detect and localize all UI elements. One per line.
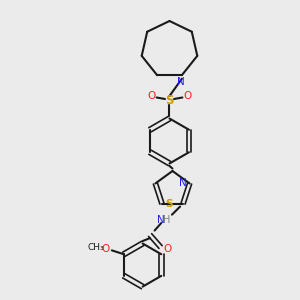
Text: O: O	[183, 91, 192, 101]
Text: S: S	[165, 199, 172, 209]
Text: N: N	[157, 215, 165, 225]
Text: O: O	[164, 244, 172, 254]
Text: CH₃: CH₃	[87, 244, 104, 253]
Text: N: N	[179, 178, 187, 188]
Text: S: S	[165, 94, 174, 107]
Text: N: N	[177, 77, 185, 87]
Text: H: H	[163, 215, 170, 225]
Text: O: O	[101, 244, 110, 254]
Text: O: O	[147, 91, 156, 101]
